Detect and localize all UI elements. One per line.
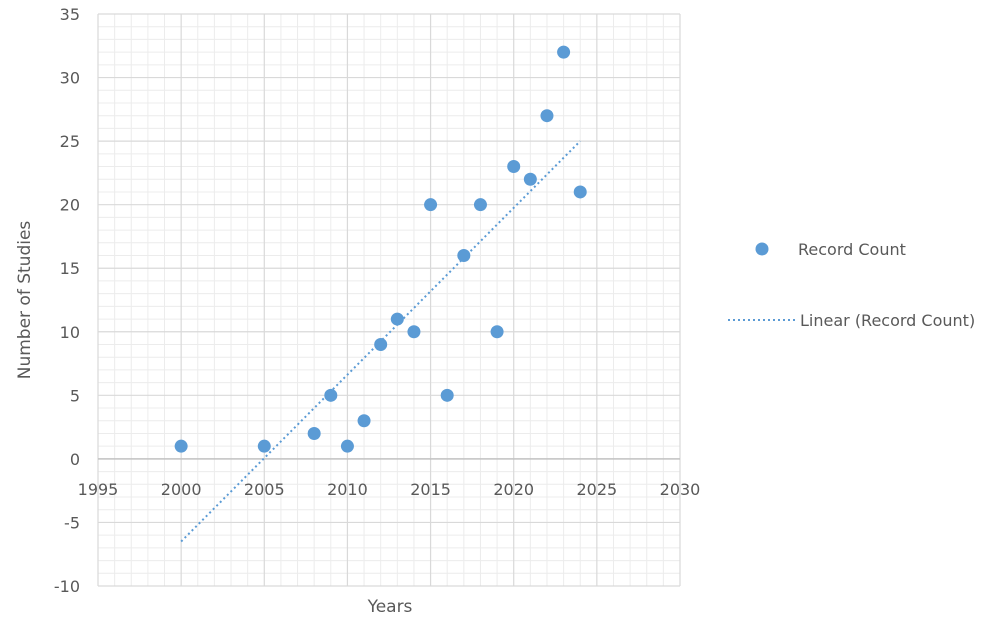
data-point [307,426,321,440]
data-point [407,325,421,339]
x-tick-label: 2025 [576,480,617,499]
data-points [174,45,587,453]
x-tick-label: 2020 [493,480,534,499]
x-tick-label: 2005 [244,480,285,499]
minor-gridlines [98,14,680,586]
x-tick-label: 2030 [660,480,701,499]
y-tick-label: 10 [60,323,80,342]
data-point [340,439,354,453]
y-tick-label: 25 [60,132,80,151]
y-tick-label: 0 [70,450,80,469]
x-axis-title: Years [367,597,413,617]
data-point [357,414,371,428]
data-point [440,388,454,402]
y-tick-label: 35 [60,5,80,24]
data-point [390,312,404,326]
data-point [573,185,587,199]
data-point [540,109,554,123]
data-point [174,439,188,453]
legend-label-record-count: Record Count [798,240,906,259]
data-point [324,388,338,402]
data-point [374,337,388,351]
data-point [507,160,521,174]
major-gridlines [97,13,681,587]
y-axis-title: Number of Studies [15,221,35,380]
x-tick-label: 2010 [327,480,368,499]
data-point [557,45,571,59]
y-tick-label: 5 [70,386,80,405]
data-point [457,249,471,263]
trendline [180,140,581,543]
legend-label-linear: Linear (Record Count) [800,311,975,330]
data-point [490,325,504,339]
x-tick-label: 1995 [78,480,119,499]
legend-marker-record-count [755,242,769,256]
y-tick-label: 15 [60,259,80,278]
data-point [523,172,537,186]
data-point [424,198,438,212]
legend: Record Count Linear (Record Count) [728,240,975,330]
y-tick-label: 20 [60,196,80,215]
data-point [257,439,271,453]
y-tick-labels: -10 -5 0 5 10 15 20 25 30 35 [54,5,80,596]
x-tick-label: 2015 [410,480,451,499]
x-tick-label: 2000 [161,480,202,499]
y-tick-label: 30 [60,69,80,88]
y-tick-label: -5 [64,513,80,532]
y-tick-label: -10 [54,577,80,596]
data-point [473,198,487,212]
x-tick-labels: 1995 2000 2005 2010 2015 2020 2025 2030 [78,480,701,499]
trendline-group [180,140,581,543]
